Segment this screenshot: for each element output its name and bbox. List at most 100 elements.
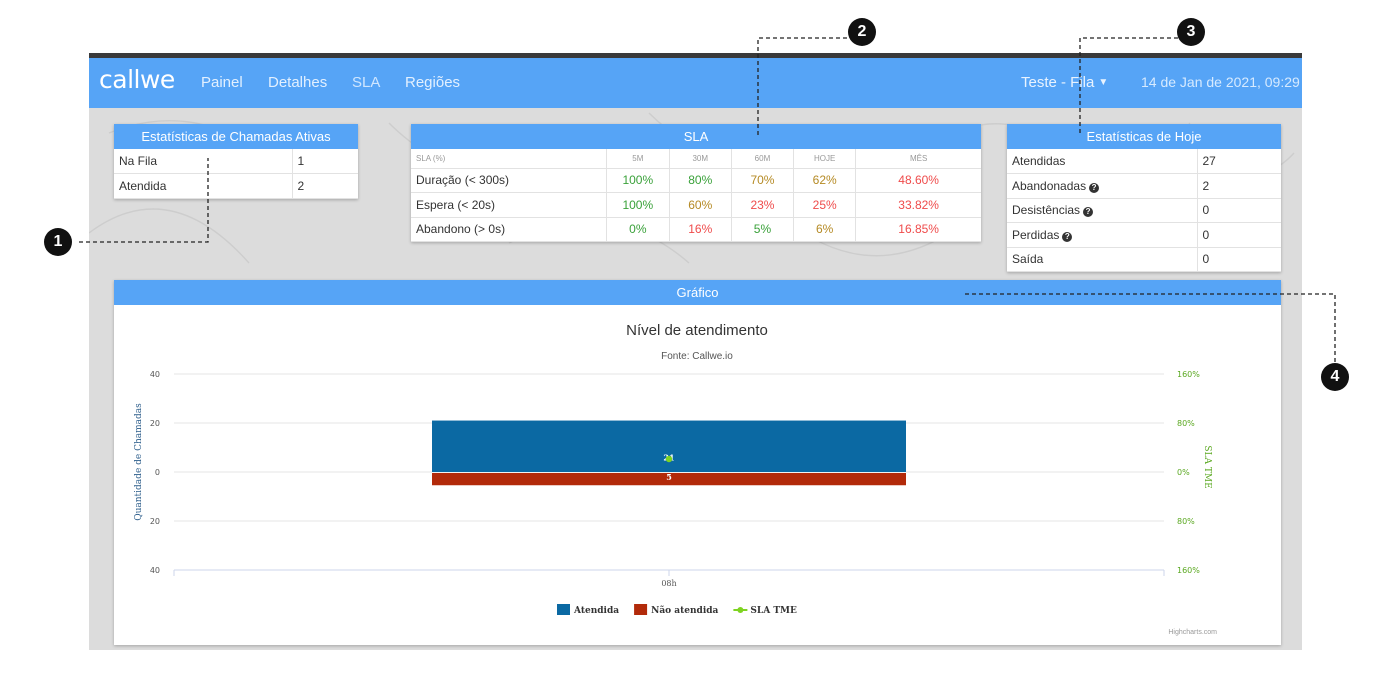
annotation-leader-3: [1079, 37, 1178, 133]
help-icon[interactable]: ?: [1089, 182, 1100, 193]
table-row: Na Fila 1: [114, 149, 358, 174]
table-row: Desistências? 0: [1007, 198, 1281, 223]
table-cell: 80%: [668, 168, 732, 193]
sla-title: SLA: [411, 124, 981, 149]
nav-item-sla[interactable]: SLA: [352, 74, 381, 91]
chart-credits[interactable]: Highcharts.com: [1168, 629, 1217, 636]
annotation-leader-1: [79, 158, 209, 243]
row-value: 2: [1196, 173, 1281, 199]
row-label: Saída: [1007, 247, 1197, 272]
chart-panel-title: Gráfico: [114, 280, 1281, 305]
table-cell: 25%: [793, 192, 856, 218]
chart-subtitle: Fonte: Callwe.io: [661, 351, 733, 362]
annotation-leader-4: [965, 293, 1336, 362]
row-label: Na Fila: [114, 149, 292, 174]
column-header: 60M: [730, 149, 794, 169]
column-header: 5M: [606, 149, 670, 169]
legend-symbol-point: [737, 607, 744, 613]
chart-title: Nível de atendimento: [626, 322, 768, 339]
table-cell: 48.60%: [855, 168, 981, 193]
table-cell: 6%: [793, 217, 856, 242]
chart-plot-area: 40160%2080%00%2080%40160%21508hAtendidaN…: [150, 370, 1200, 616]
annotation-marker-2: 2: [848, 18, 876, 46]
row-label: Atendida: [114, 173, 292, 199]
y-axis-label: Quantidade de Chamadas: [134, 403, 144, 521]
legend-symbol: [557, 604, 570, 615]
y-tick-label: 20: [150, 419, 160, 428]
y-tick-label: 20: [150, 517, 160, 526]
sla-tme-point: [665, 455, 673, 463]
sla-panel: SLA SLA (%) 5M 30M 60M HOJE MÊS Duração …: [411, 124, 981, 242]
active-calls-title: Estatísticas de Chamadas Ativas: [114, 124, 358, 149]
top-navbar: callwe Painel Detalhes SLA Regiões Teste…: [89, 58, 1302, 108]
caret-down-icon: ▼: [1098, 77, 1109, 88]
row-value: 1: [291, 149, 358, 174]
row-label: Abandono (> 0s): [411, 217, 607, 242]
row-label-cell: Perdidas?: [1007, 222, 1197, 248]
dashboard-app: callwe Painel Detalhes SLA Regiões Teste…: [89, 53, 1302, 650]
y2-tick-label: 80%: [1177, 419, 1195, 428]
row-label: Duração (< 300s): [411, 168, 607, 193]
bar-nao-atendida: [432, 473, 906, 486]
y2-axis-label: SLA TME: [1202, 445, 1212, 488]
table-cell: 70%: [730, 168, 794, 193]
data-label-nao-atendida: 5: [666, 472, 672, 482]
sla-table: SLA (%) 5M 30M 60M HOJE MÊS Duração (< 3…: [411, 149, 981, 242]
nav-item-detalhes[interactable]: Detalhes: [268, 74, 328, 91]
y2-tick-label: 80%: [1177, 517, 1195, 526]
current-datetime: 14 de Jan de 2021, 09:29: [1141, 74, 1300, 90]
window-top-strip: [89, 53, 1302, 58]
table-cell: 16%: [668, 217, 732, 242]
table-cell: 60%: [668, 192, 732, 218]
help-icon[interactable]: ?: [1083, 207, 1094, 218]
y-tick-label: 0: [155, 468, 160, 477]
table-row: Perdidas? 0: [1007, 222, 1281, 248]
row-value: 2: [291, 173, 358, 199]
nav-item-regioes[interactable]: Regiões: [405, 74, 461, 91]
table-row: Atendidas 27: [1007, 149, 1281, 174]
y2-tick-label: 0%: [1177, 468, 1190, 477]
row-value: 0: [1196, 247, 1281, 272]
active-calls-panel: Estatísticas de Chamadas Ativas Na Fila …: [114, 124, 358, 199]
table-cell: 5%: [730, 217, 794, 242]
column-header: MÊS: [855, 149, 981, 169]
y-tick-label: 40: [150, 566, 160, 575]
y2-tick-label: 160%: [1177, 370, 1200, 379]
annotation-marker-4: 4: [1321, 363, 1349, 391]
row-label: Perdidas: [1012, 227, 1060, 242]
row-label: Espera (< 20s): [411, 192, 607, 218]
annotation-leader-2: [757, 37, 848, 135]
table-cell: 23%: [730, 192, 794, 218]
row-value: 27: [1196, 149, 1281, 174]
queue-selector-label: Teste - Fila: [1021, 74, 1095, 91]
legend-item-label: SLA TME: [750, 606, 797, 616]
table-row: Abandono (> 0s) 0% 16% 5% 6% 16.85%: [411, 217, 981, 242]
row-label: Atendidas: [1007, 149, 1197, 174]
row-value: 0: [1196, 222, 1281, 248]
legend-symbol: [634, 604, 648, 615]
queue-selector[interactable]: Teste - Fila ▼: [1021, 74, 1108, 91]
table-cell: 100%: [606, 168, 670, 193]
table-cell: 33.82%: [855, 192, 981, 218]
help-icon[interactable]: ?: [1062, 231, 1073, 242]
row-value: 0: [1196, 198, 1281, 223]
annotation-marker-1: 1: [44, 228, 72, 256]
table-cell: 62%: [793, 168, 856, 193]
table-row: Saída 0: [1007, 247, 1281, 272]
row-label: Abandonadas: [1012, 178, 1087, 193]
bar-atendida: [432, 420, 906, 472]
nav-item-painel[interactable]: Painel: [201, 74, 243, 91]
service-level-chart: Nível de atendimento Fonte: Callwe.io Qu…: [134, 322, 1217, 636]
callwe-logo[interactable]: callwe: [99, 65, 175, 94]
today-stats-title: Estatísticas de Hoje: [1007, 124, 1281, 149]
today-stats-panel: Estatísticas de Hoje Atendidas 27 Abando…: [1007, 124, 1281, 272]
table-row: Duração (< 300s) 100% 80% 70% 62% 48.60%: [411, 168, 981, 193]
column-header: SLA (%): [411, 149, 607, 169]
chart-panel: Gráfico Nível de atendimento Fonte: Call…: [114, 280, 1281, 645]
today-stats-table: Atendidas 27 Abandonadas? 2 Desistências…: [1007, 149, 1281, 272]
row-label-cell: Abandonadas?: [1007, 173, 1197, 199]
table-row: Atendida 2: [114, 173, 358, 199]
table-row: Abandonadas? 2: [1007, 173, 1281, 199]
sla-header-row: SLA (%) 5M 30M 60M HOJE MÊS: [411, 149, 981, 169]
